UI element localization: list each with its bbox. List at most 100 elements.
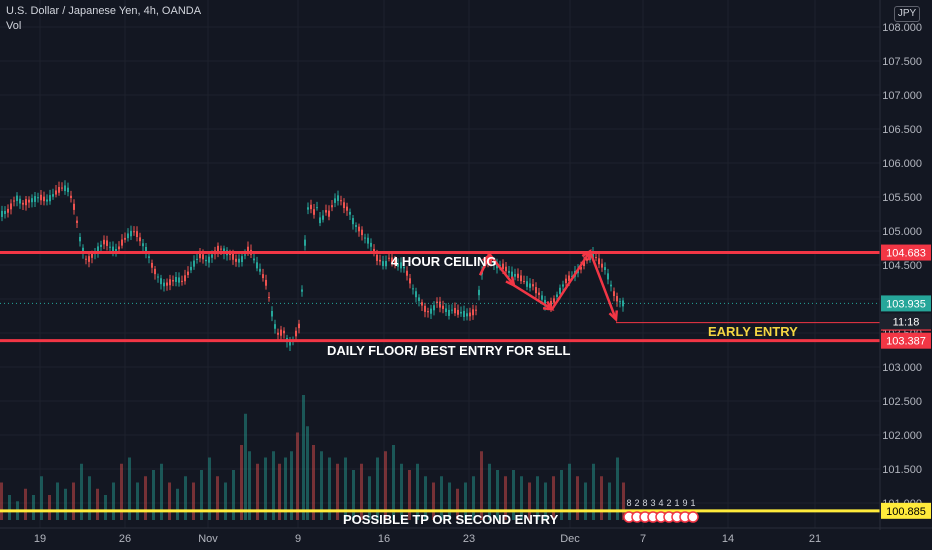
candle-body xyxy=(76,220,78,223)
candle-body xyxy=(571,275,573,277)
volume-bar xyxy=(176,488,179,520)
candle-body xyxy=(109,246,111,248)
volume-bar xyxy=(424,476,427,520)
candle-body xyxy=(124,237,126,240)
time-axis[interactable]: 19 26 Nov 9 16 23 Dec 7 14 21 xyxy=(0,527,932,545)
candle-body xyxy=(364,237,366,239)
candle-body xyxy=(328,210,330,217)
volume-bar xyxy=(576,476,579,520)
candle-body xyxy=(106,240,108,246)
candle-body xyxy=(229,253,231,255)
candle-body xyxy=(367,237,369,244)
candle-body xyxy=(175,276,177,282)
arrow-segment[interactable] xyxy=(588,250,618,320)
candle-body xyxy=(160,278,162,285)
candle-body xyxy=(325,210,327,213)
candle-body xyxy=(253,258,255,261)
volume-bar xyxy=(328,457,331,520)
candle-body xyxy=(424,305,426,312)
candle-body xyxy=(190,266,192,271)
candle-body xyxy=(601,263,603,268)
volume-bar xyxy=(622,482,625,520)
candle-body xyxy=(382,261,384,266)
time-tick-label: Nov xyxy=(198,533,218,545)
candle-body xyxy=(148,256,150,258)
volume-bar xyxy=(368,476,371,520)
candle-body xyxy=(280,329,282,336)
volume-bar xyxy=(248,451,251,520)
candle-body xyxy=(31,198,33,203)
volume-bar xyxy=(392,445,395,520)
early-entry-annotation[interactable]: EARLY ENTRY xyxy=(708,324,798,339)
chart-legend: U.S. Dollar / Japanese Yen, 4h, OANDA Vo… xyxy=(6,4,201,34)
candle-body xyxy=(322,215,324,220)
candle-body xyxy=(586,258,588,261)
ceiling-annotation[interactable]: 4 HOUR CEILING xyxy=(391,254,496,269)
candle-body xyxy=(277,332,279,335)
arrow-head[interactable] xyxy=(608,310,619,323)
arrow-segment[interactable] xyxy=(513,284,553,311)
arrow-segment[interactable] xyxy=(550,250,592,310)
arrow-segment[interactable] xyxy=(489,254,515,287)
candle-body xyxy=(238,258,240,263)
candle-body xyxy=(241,256,243,263)
volume-bar xyxy=(552,476,555,520)
volume-bar xyxy=(168,482,171,520)
volume-bar xyxy=(72,482,75,520)
volume-bar xyxy=(344,457,347,520)
candle-body xyxy=(394,261,396,265)
volume-bar xyxy=(440,476,443,520)
volume-bar xyxy=(584,482,587,520)
volume-bar xyxy=(8,495,11,520)
volume-bar xyxy=(616,457,619,520)
event-marker-icon[interactable] xyxy=(687,511,699,523)
candle-body xyxy=(307,207,309,210)
symbol-title[interactable]: U.S. Dollar / Japanese Yen, 4h, OANDA xyxy=(6,5,202,17)
candle-body xyxy=(145,246,147,254)
candle-body xyxy=(205,259,207,262)
candle-body xyxy=(262,274,264,279)
volume-bar xyxy=(400,463,403,520)
candle-body xyxy=(607,273,609,280)
time-tick-label: 21 xyxy=(809,533,821,545)
floor-price-badge: 103.387 xyxy=(886,336,926,348)
floor-annotation[interactable]: DAILY FLOOR/ BEST ENTRY FOR SELL xyxy=(327,343,570,358)
level-lines[interactable] xyxy=(0,251,880,513)
tp-annotation[interactable]: POSSIBLE TP OR SECOND ENTRY xyxy=(343,512,559,527)
volume-bar xyxy=(520,476,523,520)
candle-body xyxy=(418,297,420,301)
candle-body xyxy=(52,194,54,197)
arrow-segment[interactable] xyxy=(478,254,492,276)
candle-body xyxy=(553,298,555,303)
candle-body xyxy=(85,258,87,260)
candle-body xyxy=(316,207,318,209)
candle-body xyxy=(376,254,378,261)
candle-body xyxy=(112,246,114,253)
volume-bar xyxy=(360,463,363,520)
volume-label[interactable]: Vol xyxy=(6,20,22,32)
volume-bar xyxy=(184,476,187,520)
event-marker-count: 2 xyxy=(634,498,639,508)
price-axis[interactable]: 101.000101.500102.000102.500103.000103.5… xyxy=(879,0,931,530)
candle-body xyxy=(370,242,372,247)
currency-badge[interactable]: JPY xyxy=(894,6,920,22)
candle-body xyxy=(391,257,393,264)
candle-body xyxy=(397,263,399,267)
candle-body xyxy=(439,301,441,308)
ceiling-price-badge: 104.683 xyxy=(886,248,926,260)
time-tick-label: 23 xyxy=(463,533,475,545)
volume-bar xyxy=(592,463,595,520)
candle-body xyxy=(505,266,507,272)
candle-body xyxy=(388,257,390,259)
candle-body xyxy=(616,296,618,302)
annotations[interactable]: 4 HOUR CEILING DAILY FLOOR/ BEST ENTRY FO… xyxy=(327,254,798,527)
candle-body xyxy=(274,324,276,329)
volume-bar xyxy=(408,470,411,520)
drawn-arrows[interactable] xyxy=(478,248,619,323)
event-marker-count: 8 xyxy=(626,498,631,508)
candle-body xyxy=(556,294,558,297)
candle-body xyxy=(208,256,210,263)
volume-bar xyxy=(302,395,305,520)
